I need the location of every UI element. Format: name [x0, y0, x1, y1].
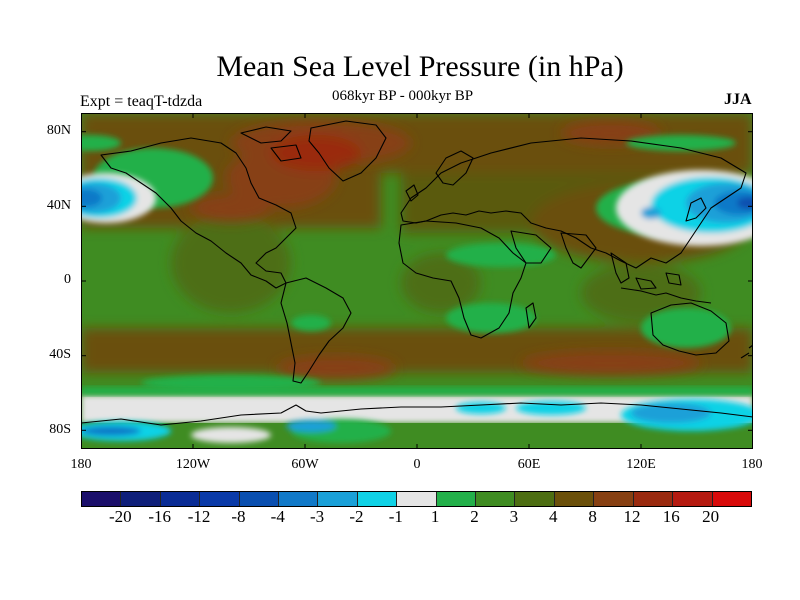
- colorbar-tick-label: -20: [109, 507, 132, 526]
- colorbar-swatch: [436, 492, 477, 506]
- australia-outline: [650, 302, 730, 356]
- colorbar-tick-label: 20: [702, 507, 720, 526]
- lat-label-40n: 40N: [46, 198, 71, 213]
- colorbar-tick-label: -2: [349, 507, 364, 526]
- season-label: JJA: [724, 91, 752, 108]
- colorbar-tick-label: 8: [588, 507, 597, 526]
- north-america-outline: [100, 137, 297, 289]
- colorbar-swatch: [673, 492, 713, 506]
- colorbar-swatch: [121, 492, 161, 506]
- lon-label-180w: 180: [70, 457, 92, 472]
- antarctica-outline: [81, 402, 753, 426]
- colorbar-tick-label: -16: [148, 507, 172, 526]
- pressure-map: [81, 113, 753, 449]
- greenland-outline: [308, 120, 387, 182]
- colorbar-swatch: [515, 492, 555, 506]
- lat-label-40s: 40S: [49, 347, 71, 362]
- south-america-outline: [280, 277, 352, 384]
- colorbar-tick-label: -4: [270, 507, 285, 526]
- lat-label-80s: 80S: [49, 422, 71, 437]
- coastlines: [81, 120, 753, 426]
- colorbar-tick-label: -8: [231, 507, 246, 526]
- figure-subtitle: 068kyr BP - 000kyr BP: [332, 88, 474, 104]
- colorbar: [81, 491, 752, 507]
- lon-label-0: 0: [413, 457, 421, 472]
- colorbar-tick-label: 16: [662, 507, 680, 526]
- colorbar-swatch: [633, 492, 674, 506]
- field-pacific-low-west: [81, 173, 156, 223]
- colorbar-swatch: [357, 492, 398, 506]
- colorbar-swatch: [554, 492, 595, 506]
- colorbar-tick-label: 1: [430, 507, 440, 526]
- colorbar-swatch: [239, 492, 280, 506]
- africa-outline: [398, 220, 527, 339]
- colorbar-tick-label: -3: [310, 507, 325, 526]
- colorbar-swatch: [160, 492, 201, 506]
- colorbar-tick-label: -12: [187, 507, 211, 526]
- colorbar-swatch: [476, 492, 516, 506]
- lon-label-60e: 60E: [517, 457, 541, 472]
- lon-label-180e: 180: [741, 457, 763, 472]
- colorbar-swatch: [318, 492, 358, 506]
- colorbar-swatch: [82, 492, 122, 506]
- colorbar-tick-label: -1: [388, 507, 403, 526]
- experiment-label: Expt = teaqT-tdzda: [80, 93, 203, 110]
- figure-title: Mean Sea Level Pressure (in hPa): [216, 50, 624, 83]
- colorbar-tick-label: 3: [509, 507, 519, 526]
- colorbar-swatch: [712, 492, 751, 506]
- lon-label-120w: 120W: [175, 457, 211, 472]
- map-canvas: [81, 113, 753, 449]
- colorbar-tick-label: 12: [623, 507, 641, 526]
- lat-label-80n: 80N: [46, 123, 71, 138]
- lon-label-120e: 120E: [626, 457, 656, 472]
- lat-label-0: 0: [64, 272, 71, 287]
- colorbar-swatch: [200, 492, 240, 506]
- lon-label-60w: 60W: [291, 457, 319, 472]
- eurasia-outline: [400, 137, 747, 269]
- colorbar-tick-label: 4: [548, 507, 558, 526]
- field-pacific-low-east: [616, 170, 753, 246]
- colorbar-swatch: [397, 492, 437, 506]
- colorbar-swatch: [279, 492, 319, 506]
- colorbar-swatch: [594, 492, 634, 506]
- colorbar-tick-label: 2: [470, 507, 479, 526]
